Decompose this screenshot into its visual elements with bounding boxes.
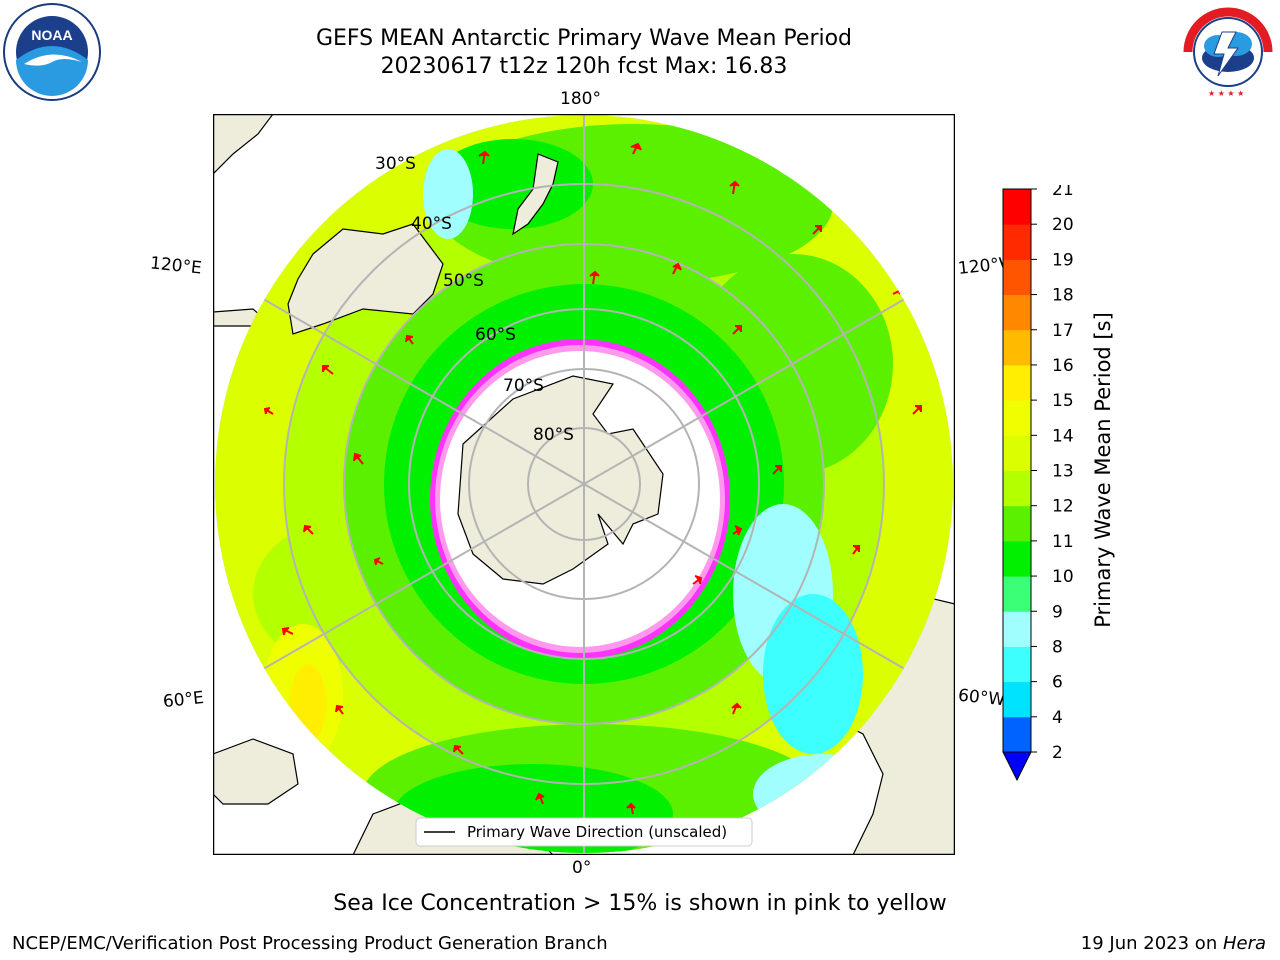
lat-label-70s: 70°S [503,376,544,396]
colorbar-segments [1003,189,1031,753]
colorbar-tick-label: 8 [1052,637,1063,657]
arrow [263,407,274,415]
lon-label-60e: 60°E [162,687,205,713]
arrow [732,325,742,335]
colorbar-tick-label: 15 [1052,391,1074,411]
colorbar-segment [1003,716,1031,753]
footer-date: 19 Jun 2023 on Hera [1081,933,1266,954]
colorbar-tick-label: 4 [1052,708,1063,728]
lat-label-50s: 50°S [443,271,484,291]
arrow [281,627,294,636]
colorbar-segment [1003,540,1031,577]
wave-period-field [215,115,953,853]
noaa-logo: NOAA [3,3,101,101]
land-new-zealand [512,153,559,236]
colorbar-tick-label: 17 [1052,321,1074,341]
graticule [215,115,953,853]
colorbar-segment [1003,259,1031,296]
lon-label-180: 180° [560,89,601,109]
arrow [626,802,636,815]
lat-label-30s: 30°S [375,154,416,174]
colorbar-segment [1003,470,1031,507]
sea-ice-caption: Sea Ice Concentration > 15% is shown in … [333,891,947,916]
legend-label: Primary Wave Direction (unscaled) [467,823,727,841]
arrow [322,365,334,375]
lon-label-0: 0° [572,858,592,878]
arrow [692,575,703,585]
footer-credit: NCEP/EMC/Verification Post Processing Pr… [12,933,608,954]
arrow [589,270,600,285]
colorbar-segment [1003,435,1031,471]
arrow [630,142,642,155]
arrow [812,225,822,235]
arrow [303,524,314,535]
land-madagascar [213,738,299,805]
colorbar-extend-arrow [1002,751,1032,782]
colorbar-segment [1003,681,1031,718]
arrow [353,452,364,465]
colorbar-segment [1003,400,1031,436]
colorbar-ticks: 2 4 6 8 9 10 11 12 13 14 15 16 17 18 19 20 21 [1031,185,1074,763]
lat-label-60s: 60°S [475,325,516,345]
latitude-labels: 30°S 40°S 50°S 60°S 70°S 80°S [375,154,574,445]
colorbar-tick-label: 14 [1052,426,1074,446]
footer-host: Hera [1222,933,1266,954]
arrow [731,702,742,715]
arrow [729,180,740,195]
lon-label-60w: 60°W [957,685,1006,711]
map-legend: Primary Wave Direction (unscaled) [415,817,753,847]
arrow [772,465,782,475]
noaa-logo-text: NOAA [31,27,72,43]
colorbar-tick-label: 2 [1052,743,1063,763]
colorbar-segment [1003,505,1031,542]
arrow [373,557,384,566]
arrow [453,744,464,755]
map-frame [213,114,955,855]
colorbar-segment [1003,224,1031,260]
lat-label-80s: 80°S [533,425,574,445]
colorbar-segment [1003,576,1031,612]
colorbar-tick-label: 6 [1052,673,1063,693]
arrow [912,405,922,415]
colorbar-tick-label: 20 [1052,215,1074,235]
colorbar-tick-label: 19 [1052,250,1074,270]
arrow [478,150,490,165]
colorbar-tick-label: 16 [1052,356,1074,376]
colorbar-tick-label: 10 [1052,567,1074,587]
colorbar-segment [1003,329,1031,366]
arrow [732,525,743,536]
colorbar-segment [1003,294,1031,331]
nws-logo: ★ ★ ★ ★ [1180,4,1276,100]
arrow [852,545,860,555]
colorbar: 2 4 6 8 9 10 11 12 13 14 15 16 17 18 19 20 21 Primary Wa… [1002,185,1115,782]
arrow [335,704,344,715]
arrow [535,792,545,805]
antarctic-map: 30°S 40°S 50°S 60°S 70°S 80°S Primary Wa… [213,114,955,855]
colorbar-tick-label: 21 [1052,185,1074,200]
nws-stars-icon: ★ ★ ★ ★ [1208,89,1244,98]
colorbar-tick-label: 9 [1052,602,1063,622]
colorbar-segment [1003,189,1031,225]
chart-title: GEFS MEAN Antarctic Primary Wave Mean Pe… [315,26,853,51]
arrow [405,334,414,345]
colorbar-segment [1003,646,1031,683]
colorbar-segment [1003,364,1031,401]
colorbar-tick-label: 13 [1052,462,1074,482]
colorbar-segment [1003,611,1031,647]
colorbar-tick-label: 18 [1052,286,1074,306]
colorbar-tick-label: 11 [1052,532,1074,552]
arrow [672,262,682,275]
colorbar-label: Primary Wave Mean Period [s] [1091,312,1115,628]
lon-label-120e: 120°E [149,253,203,279]
chart-subtitle: 20230617 t12z 120h fcst Max: 16.83 [380,54,788,79]
lat-label-40s: 40°S [411,214,452,234]
footer-date-text: 19 Jun 2023 on [1080,933,1223,954]
land-nz-corner [213,114,274,175]
colorbar-tick-label: 12 [1052,497,1074,517]
